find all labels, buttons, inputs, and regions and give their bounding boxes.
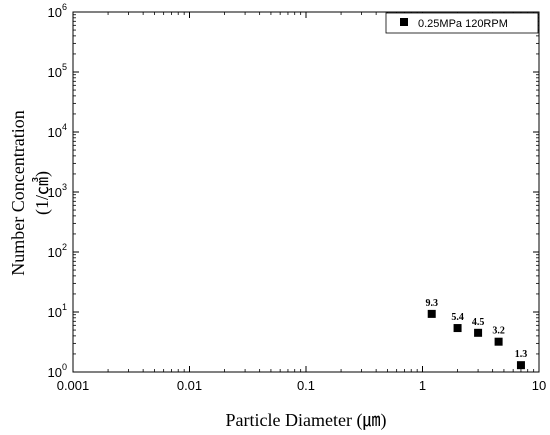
data-label: 5.4 xyxy=(451,312,464,323)
legend-marker xyxy=(400,18,408,26)
data-point xyxy=(516,361,525,370)
data-label: 4.5 xyxy=(472,317,485,328)
x-axis: 0.001 0.01 0.1 1 10 xyxy=(57,12,546,393)
y-tick-label: 101 xyxy=(48,302,67,320)
y-axis-title: Number Concentration (1/㎤) xyxy=(8,110,53,275)
data-point xyxy=(427,309,436,318)
data-label: 9.3 xyxy=(425,298,438,309)
x-tick-label: 1 xyxy=(419,378,426,393)
data-point xyxy=(494,337,503,346)
y-tick-label: 105 xyxy=(48,62,67,80)
data-label: 1.3 xyxy=(515,349,528,360)
y-tick-label: 102 xyxy=(48,242,67,260)
x-tick-label: 10 xyxy=(532,378,546,393)
y-axis: 100 101 102 103 104 105 106 xyxy=(48,2,539,380)
legend-label: 0.25MPa 120RPM xyxy=(418,18,508,30)
y-tick-label: 106 xyxy=(48,2,67,20)
x-tick-label: 0.01 xyxy=(177,378,202,393)
y-axis-title-line1: Number Concentration xyxy=(8,110,28,275)
y-axis-title-line2: (1/㎤) xyxy=(32,171,53,215)
x-tick-label: 0.1 xyxy=(297,378,315,393)
plot-frame xyxy=(72,11,540,373)
data-point xyxy=(453,324,462,333)
data-label: 3.2 xyxy=(492,326,505,337)
y-tick-label: 104 xyxy=(48,122,67,140)
data-series: 9.3 5.4 4.5 3.2 1.3 xyxy=(425,298,528,370)
y-tick-label: 100 xyxy=(48,362,67,380)
data-point xyxy=(474,328,483,337)
x-axis-title: Particle Diameter (㎛) xyxy=(226,410,387,431)
legend-box xyxy=(385,12,539,34)
y-tick-label: 103 xyxy=(48,182,67,200)
x-tick-label: 0.001 xyxy=(57,378,90,393)
legend: 0.25MPa 120RPM xyxy=(385,12,539,34)
